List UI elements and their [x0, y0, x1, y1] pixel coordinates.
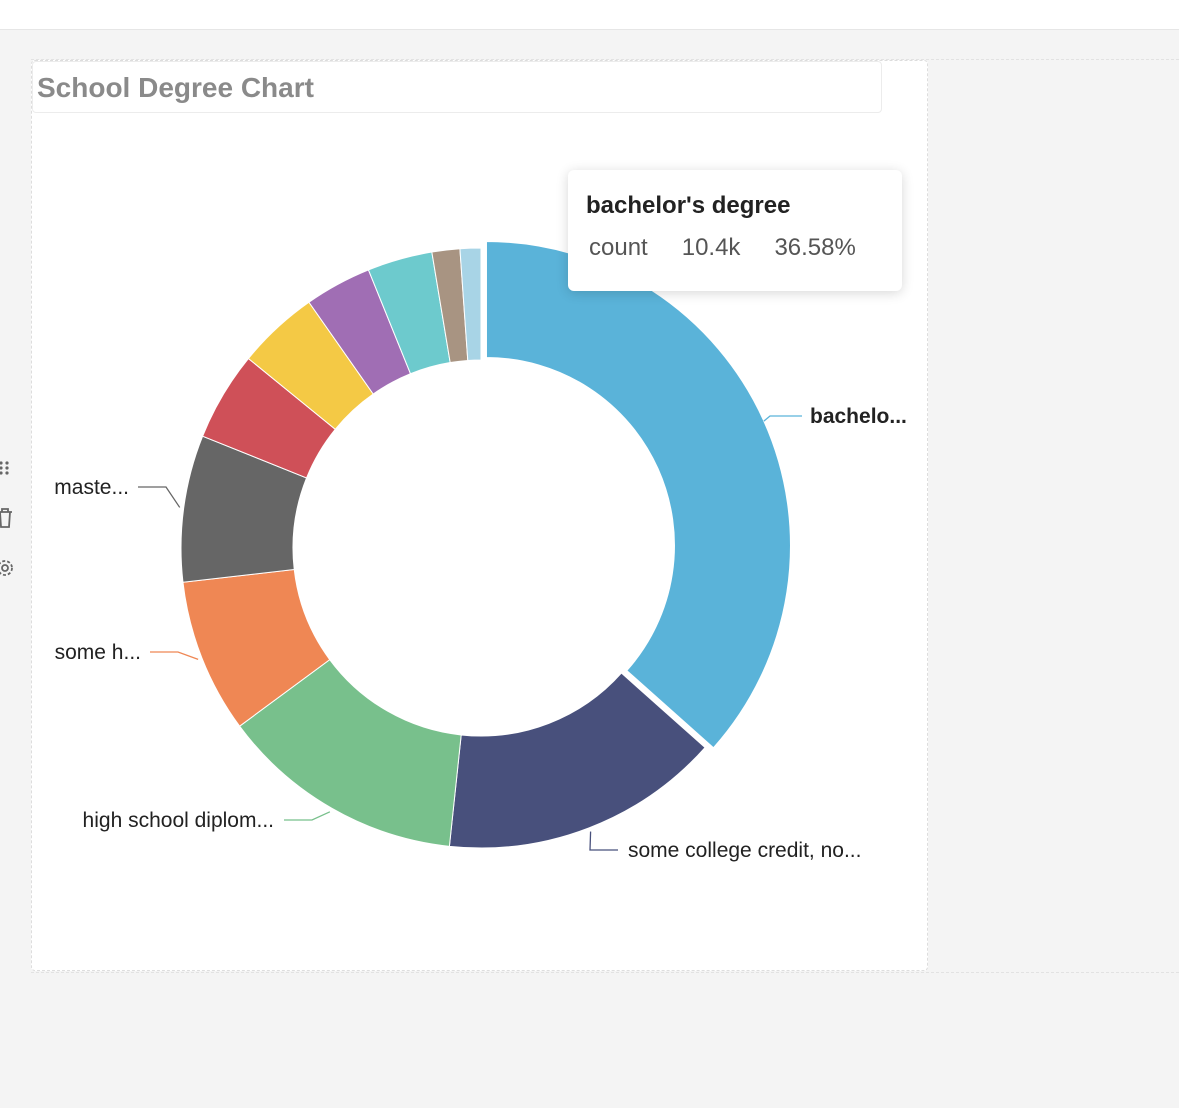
top-bar — [0, 0, 1179, 30]
chart-title-box[interactable]: School Degree Chart — [32, 61, 882, 113]
slice-label: some college credit, no... — [628, 839, 861, 862]
label-leader-line — [284, 811, 331, 821]
trash-icon[interactable] — [0, 505, 14, 531]
label-leader-line — [589, 831, 618, 851]
label-leader-line — [138, 486, 181, 508]
tooltip-percent: 36.58% — [774, 234, 856, 261]
tooltip-value: 10.4k — [681, 234, 741, 261]
tooltip-measure: count — [589, 234, 648, 261]
donut-slice[interactable] — [485, 241, 791, 749]
chart-title: School Degree Chart — [37, 72, 314, 103]
drag-handle-icon[interactable] — [0, 455, 14, 481]
dashboard-row — [31, 59, 1179, 973]
slice-label: bachelo... — [810, 405, 907, 428]
tooltip-title: bachelor's degree — [586, 192, 791, 219]
donut-slice[interactable] — [459, 247, 482, 361]
label-leader-line — [150, 651, 199, 660]
tooltip: bachelor's degree count 10.4k 36.58% — [568, 170, 902, 291]
tooltip-row: count 10.4k 36.58% — [589, 234, 856, 262]
label-leader-line — [763, 415, 802, 422]
gear-icon[interactable] — [0, 555, 14, 581]
slice-label: maste... — [54, 476, 129, 499]
slice-label: some h... — [55, 641, 141, 664]
slice-label: high school diplom... — [83, 809, 274, 832]
